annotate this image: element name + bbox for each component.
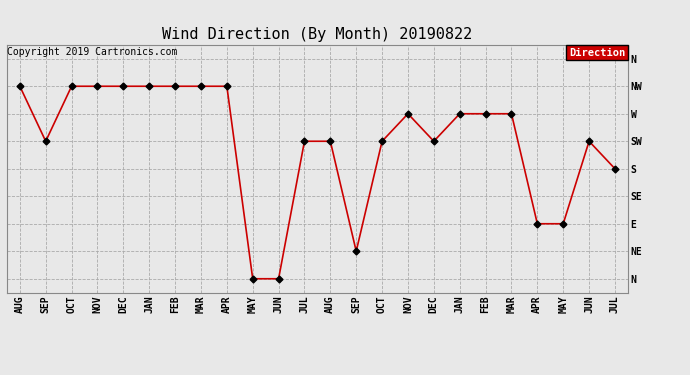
Text: Copyright 2019 Cartronics.com: Copyright 2019 Cartronics.com xyxy=(7,47,177,57)
Text: Direction: Direction xyxy=(569,48,625,58)
Title: Wind Direction (By Month) 20190822: Wind Direction (By Month) 20190822 xyxy=(162,27,473,42)
